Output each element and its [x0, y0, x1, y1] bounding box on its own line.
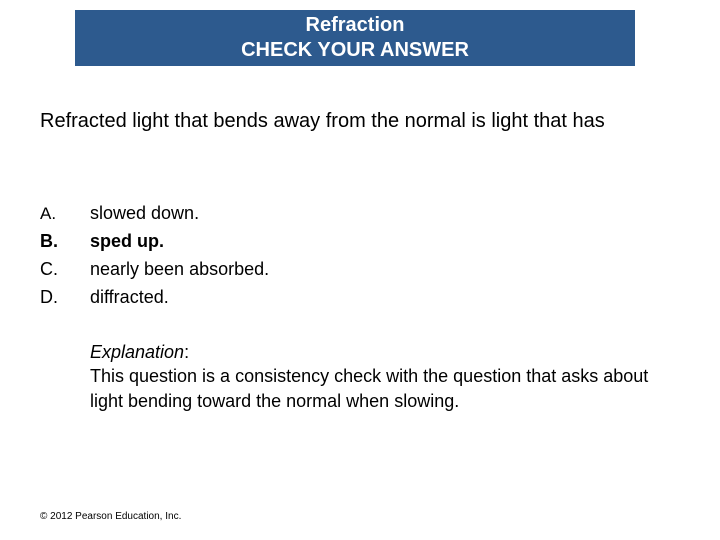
explanation-block: Explanation: This question is a consiste…: [90, 340, 680, 413]
colon: :: [184, 342, 189, 362]
option-text: nearly been absorbed.: [90, 256, 269, 284]
option-text: sped up.: [90, 228, 164, 256]
option-letter: D.: [40, 284, 90, 312]
option-letter: A.: [40, 201, 90, 227]
option-letter: C.: [40, 256, 90, 284]
option-letter: B.: [40, 228, 90, 256]
option-text: slowed down.: [90, 200, 199, 228]
header-topic: Refraction: [75, 13, 635, 38]
header-band: Refraction CHECK YOUR ANSWER: [75, 10, 635, 66]
header-subtitle: CHECK YOUR ANSWER: [75, 38, 635, 63]
copyright-text: © 2012 Pearson Education, Inc.: [40, 511, 181, 522]
option-d: D. diffracted.: [40, 284, 269, 312]
option-b: B. sped up.: [40, 228, 269, 256]
option-text: diffracted.: [90, 284, 169, 312]
question-text: Refracted light that bends away from the…: [40, 108, 680, 134]
explanation-body: This question is a consistency check wit…: [90, 366, 648, 410]
options-list: A. slowed down. B. sped up. C. nearly be…: [40, 200, 269, 312]
option-c: C. nearly been absorbed.: [40, 256, 269, 284]
explanation-lead: Explanation: [90, 342, 184, 362]
option-a: A. slowed down.: [40, 200, 269, 228]
